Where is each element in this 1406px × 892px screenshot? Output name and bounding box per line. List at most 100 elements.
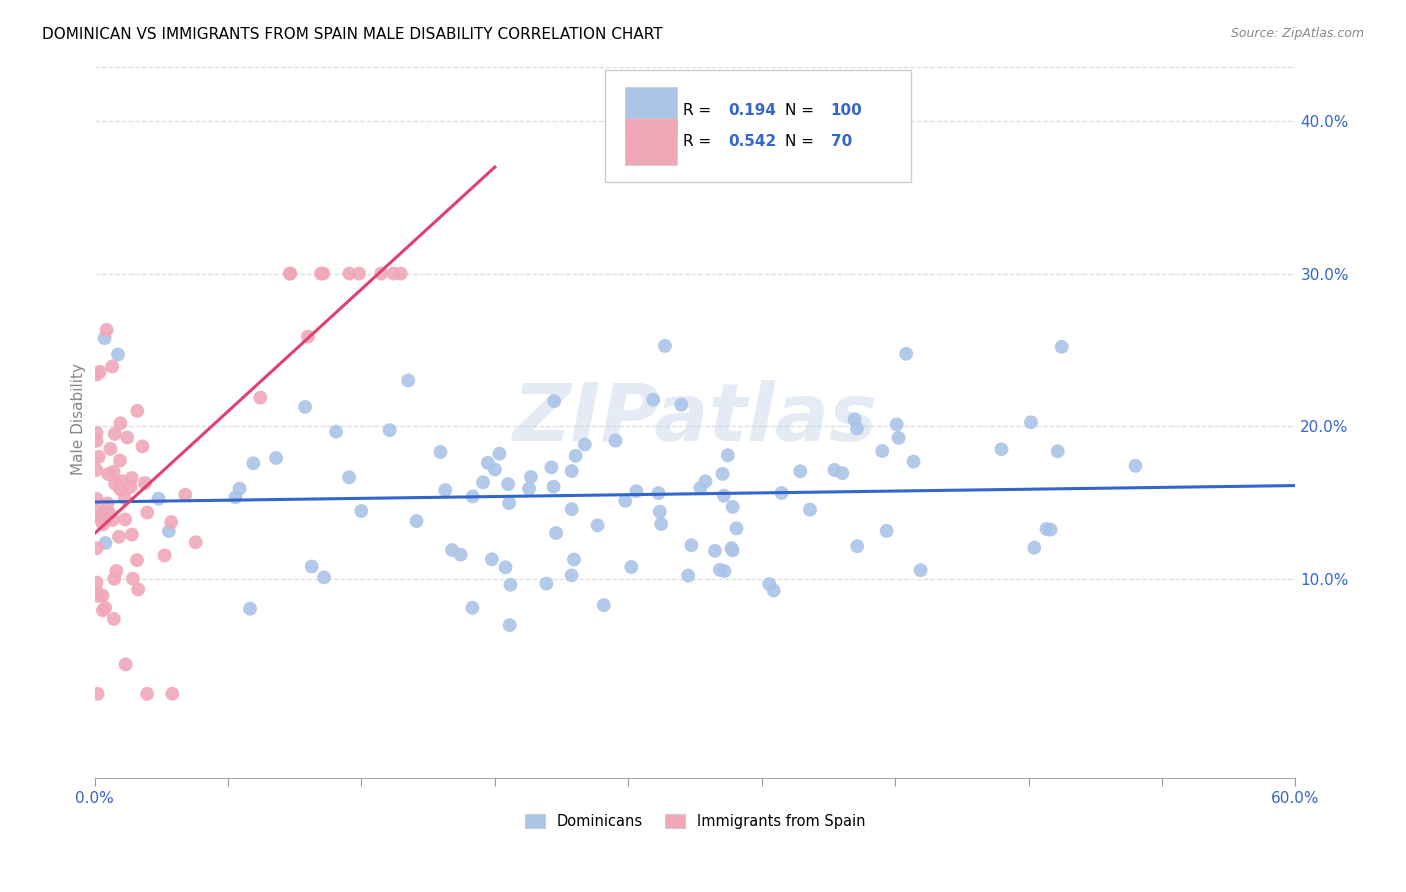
Point — [484, 462, 506, 476]
Point — [114, 512, 136, 526]
Point — [887, 431, 910, 445]
Point — [605, 434, 627, 448]
Point — [824, 463, 846, 477]
Point — [562, 552, 585, 566]
Point — [121, 527, 143, 541]
Point — [87, 509, 110, 524]
Point — [520, 470, 543, 484]
Legend: Dominicans, Immigrants from Spain: Dominicans, Immigrants from Spain — [519, 808, 872, 835]
Point — [114, 657, 136, 672]
Point — [86, 368, 108, 382]
Point — [586, 518, 609, 533]
Point — [94, 536, 117, 550]
Point — [689, 481, 711, 495]
Point — [280, 267, 302, 281]
Point — [103, 572, 125, 586]
Point — [626, 484, 648, 499]
Point — [546, 526, 568, 541]
Point — [721, 543, 744, 558]
Point — [160, 515, 183, 529]
Point — [876, 524, 898, 538]
Point — [108, 530, 131, 544]
Point — [86, 425, 108, 440]
Point — [174, 488, 197, 502]
Point — [844, 412, 866, 426]
Text: 0.542: 0.542 — [728, 135, 778, 149]
Point — [434, 483, 457, 497]
Point — [101, 359, 124, 374]
Point — [620, 560, 643, 574]
Point — [104, 426, 127, 441]
Point — [643, 392, 665, 407]
Point — [162, 687, 184, 701]
Point — [495, 560, 517, 574]
Point — [872, 444, 894, 458]
Point — [148, 491, 170, 506]
Point — [97, 505, 120, 519]
Point — [654, 339, 676, 353]
Point — [720, 541, 742, 556]
Point — [91, 508, 114, 523]
Point — [564, 449, 586, 463]
Point — [499, 618, 522, 632]
Point — [405, 514, 427, 528]
Point — [101, 513, 124, 527]
Point — [127, 582, 149, 597]
Point — [1039, 523, 1062, 537]
Point — [1035, 522, 1057, 536]
Point — [488, 447, 510, 461]
Point — [648, 505, 671, 519]
Point — [100, 442, 122, 456]
Point — [325, 425, 347, 439]
Text: 100: 100 — [831, 103, 862, 118]
Point — [370, 267, 392, 281]
Point — [1024, 541, 1046, 555]
Point — [103, 612, 125, 626]
Point — [472, 475, 495, 490]
Point — [91, 589, 114, 603]
Point — [713, 564, 735, 578]
Point — [97, 467, 120, 482]
Point — [86, 491, 108, 506]
Point — [87, 505, 110, 519]
Point — [87, 589, 110, 603]
Point — [91, 603, 114, 617]
Point — [91, 517, 114, 532]
Point — [543, 394, 565, 409]
Point — [543, 480, 565, 494]
Point — [93, 331, 115, 345]
Point — [709, 563, 731, 577]
Point — [681, 538, 703, 552]
Point — [86, 463, 108, 477]
Point — [278, 267, 301, 281]
Point — [910, 563, 932, 577]
Point — [114, 491, 136, 506]
Point — [110, 482, 132, 496]
Point — [297, 329, 319, 343]
Point — [561, 464, 583, 478]
Point — [450, 548, 472, 562]
Point — [120, 480, 142, 494]
Point — [499, 578, 522, 592]
Point — [96, 513, 118, 527]
Point — [498, 496, 520, 510]
Point — [382, 267, 405, 281]
Text: R =: R = — [683, 135, 716, 149]
Point — [789, 464, 811, 478]
Point — [711, 467, 734, 481]
Point — [110, 417, 132, 431]
Point — [429, 445, 451, 459]
Point — [89, 511, 111, 525]
Point — [676, 568, 699, 582]
Point — [461, 490, 484, 504]
Text: ZIPatlas: ZIPatlas — [513, 380, 877, 458]
Point — [86, 434, 108, 448]
Point — [136, 687, 159, 701]
Point — [228, 482, 250, 496]
Point — [517, 482, 540, 496]
FancyBboxPatch shape — [605, 70, 911, 182]
Point — [1046, 444, 1069, 458]
Point — [86, 575, 108, 590]
Point — [378, 423, 401, 437]
Point — [704, 544, 727, 558]
